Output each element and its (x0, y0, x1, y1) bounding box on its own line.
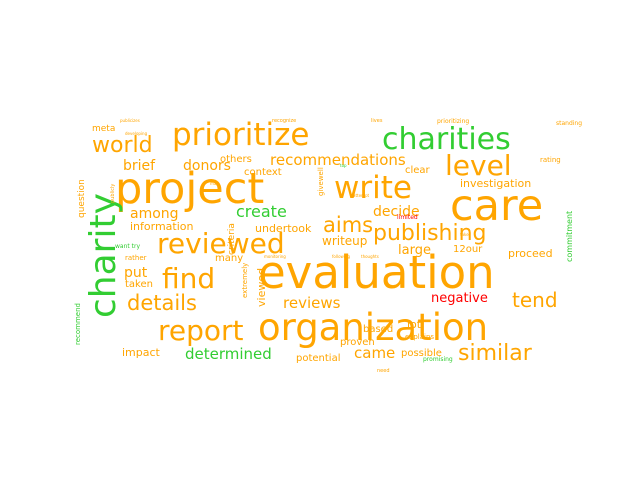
cloud-word: publishing (373, 221, 487, 246)
cloud-word: question (77, 179, 87, 218)
cloud-word: potential (296, 353, 340, 364)
cloud-word: charity (83, 193, 124, 318)
cloud-word: reviews (283, 294, 341, 312)
cloud-word: top (340, 163, 347, 168)
cloud-word: undertook (255, 222, 312, 235)
cloud-word: recommend (74, 303, 82, 345)
cloud-word: context (244, 167, 282, 178)
cloud-word: recommendations (270, 151, 406, 169)
cloud-word: large (398, 243, 431, 258)
cloud-word: details (127, 291, 197, 315)
cloud-word: prioritize (172, 117, 309, 153)
cloud-word: promising (423, 356, 453, 363)
cloud-word: find (162, 262, 215, 295)
cloud-word: write (334, 170, 412, 206)
cloud-word: rating (540, 156, 561, 164)
cloud-word: following (332, 254, 350, 259)
cloud-word: may (210, 181, 219, 186)
cloud-word: evaluation (258, 246, 495, 299)
cloud-word: report (158, 314, 244, 347)
cloud-word: prioritizing (437, 118, 469, 125)
cloud-word: explains (405, 333, 434, 341)
cloud-word: publicly (110, 184, 116, 203)
cloud-word: proceed (508, 247, 553, 260)
cloud-word: brief (123, 158, 156, 174)
cloud-word: information (130, 220, 194, 233)
cloud-word: givewell (317, 167, 325, 196)
cloud-word: thoughts (361, 254, 379, 259)
cloud-word: monitoring (264, 254, 286, 259)
cloud-word: create (236, 202, 287, 221)
cloud-word: proven (340, 337, 375, 348)
cloud-word: extremely (241, 263, 249, 298)
cloud-word: negative (431, 291, 488, 306)
cloud-word: limited (397, 214, 418, 221)
cloud-word: standing (556, 120, 582, 127)
cloud-word: lot (407, 318, 422, 331)
cloud-word: publicizes (120, 118, 140, 123)
cloud-word: donors (183, 158, 231, 174)
cloud-word: criteria (227, 223, 237, 255)
cloud-word: put (124, 265, 148, 281)
cloud-word: aims (323, 213, 373, 237)
cloud-word: among (130, 206, 179, 222)
cloud-word: lives (371, 118, 383, 124)
cloud-word: world (92, 133, 153, 158)
cloud-word: take (460, 232, 469, 237)
cloud-word: clear (405, 165, 431, 176)
cloud-word: writeup (322, 234, 367, 248)
cloud-word: attempt (353, 193, 369, 198)
cloud-word: based (363, 324, 393, 335)
cloud-word: rather (125, 254, 147, 262)
cloud-word: impact (122, 346, 161, 359)
cloud-word: 12our (453, 244, 483, 255)
cloud-word: want try (115, 243, 140, 250)
cloud-word: charities (382, 122, 511, 157)
cloud-word: taken (125, 279, 153, 290)
cloud-word: others (220, 154, 252, 165)
cloud-word: tend (512, 288, 558, 312)
cloud-word: reviewed (157, 227, 285, 260)
cloud-word: investigation (460, 177, 531, 190)
cloud-word: viewed (255, 268, 268, 307)
cloud-word: possible (401, 348, 442, 359)
cloud-word: decide (373, 204, 420, 220)
cloud-word: determined (185, 345, 272, 363)
cloud-word: recognize (272, 118, 296, 124)
cloud-word: level (445, 149, 512, 182)
cloud-word: commitment (565, 211, 574, 262)
cloud-word: care (450, 181, 543, 231)
cloud-word: need (377, 368, 390, 374)
cloud-word: meta (92, 124, 115, 134)
cloud-word: similar (458, 341, 533, 366)
cloud-word: many (215, 253, 243, 264)
cloud-word: came (354, 344, 395, 362)
cloud-word: project (115, 164, 264, 214)
cloud-word: organization (258, 306, 488, 349)
cloud-word: developing (125, 131, 148, 136)
